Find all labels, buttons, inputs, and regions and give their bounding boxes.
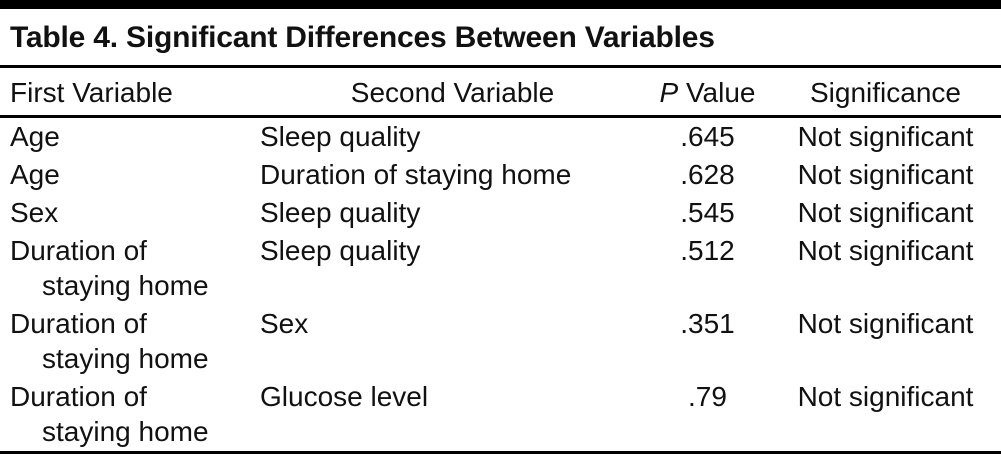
cell-first-variable: Duration of staying home xyxy=(10,308,209,374)
cell-second-variable: Duration of staying home xyxy=(260,159,572,190)
cell-second-variable: Sleep quality xyxy=(260,235,421,266)
cell-p-value: .351 xyxy=(680,308,735,339)
top-rule xyxy=(0,0,1001,9)
cell-significance: Not significant xyxy=(797,308,974,339)
table-row: Age Sleep quality .645 Not significant xyxy=(0,117,1001,157)
cell-significance: Not significant xyxy=(797,159,974,190)
cell-second-variable: Glucose level xyxy=(260,381,429,412)
table-row: Sex Sleep quality .545 Not significant xyxy=(0,194,1001,232)
header-second-variable: Second Variable xyxy=(260,68,645,118)
cell-first-variable: Duration of staying home xyxy=(10,235,209,301)
cell-significance: Not significant xyxy=(797,197,974,228)
cell-significance: Not significant xyxy=(797,235,974,266)
cell-first-variable: Age xyxy=(10,121,60,152)
p-value-italic-letter: P xyxy=(659,77,679,108)
table-header: First Variable Second Variable P Value S… xyxy=(0,68,1001,118)
p-value-word: Value xyxy=(685,77,756,108)
cell-second-variable: Sleep quality xyxy=(260,121,421,152)
header-p-value: P Value xyxy=(645,68,770,118)
significant-differences-table: First Variable Second Variable P Value S… xyxy=(0,68,1001,454)
table-row: Duration of staying home Glucose level .… xyxy=(0,378,1001,453)
cell-p-value: .79 xyxy=(688,381,727,412)
table-row: Duration of staying home Sleep quality .… xyxy=(0,232,1001,305)
cell-significance: Not significant xyxy=(797,121,974,152)
header-first-variable: First Variable xyxy=(0,68,260,118)
table-row: Duration of staying home Sex .351 Not si… xyxy=(0,305,1001,378)
table-title: Table 4. Significant Differences Between… xyxy=(0,9,1001,68)
cell-p-value: .628 xyxy=(680,159,735,190)
cell-significance: Not significant xyxy=(797,381,974,412)
cell-p-value: .545 xyxy=(680,197,735,228)
cell-second-variable: Sleep quality xyxy=(260,197,421,228)
cell-p-value: .645 xyxy=(680,121,735,152)
header-significance: Significance xyxy=(770,68,1001,118)
cell-second-variable: Sex xyxy=(260,308,309,339)
cell-p-value: .512 xyxy=(680,235,735,266)
cell-first-variable: Age xyxy=(10,159,60,190)
cell-first-variable: Sex xyxy=(10,197,59,228)
cell-first-variable: Duration of staying home xyxy=(10,381,209,447)
table-header-row: First Variable Second Variable P Value S… xyxy=(0,68,1001,118)
table-row: Age Duration of staying home .628 Not si… xyxy=(0,156,1001,194)
table-body: Age Sleep quality .645 Not significant A… xyxy=(0,117,1001,453)
table-4-container: Table 4. Significant Differences Between… xyxy=(0,0,1001,454)
